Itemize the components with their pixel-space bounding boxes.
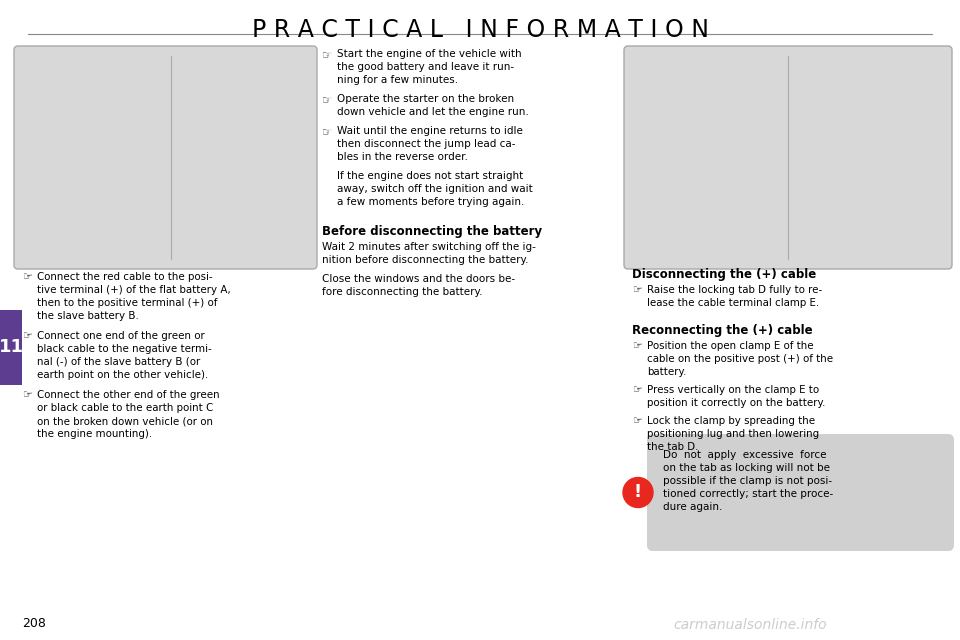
Text: Disconnecting the (+) cable: Disconnecting the (+) cable — [632, 268, 816, 281]
Text: Raise the locking tab D fully to re-: Raise the locking tab D fully to re- — [647, 285, 823, 295]
Text: dure again.: dure again. — [663, 502, 722, 512]
Text: black cable to the negative termi-: black cable to the negative termi- — [37, 344, 212, 354]
FancyBboxPatch shape — [14, 46, 317, 269]
FancyBboxPatch shape — [0, 310, 22, 385]
Text: the tab D.: the tab D. — [647, 442, 698, 452]
Text: Do  not  apply  excessive  force: Do not apply excessive force — [663, 450, 827, 460]
Text: bles in the reverse order.: bles in the reverse order. — [337, 152, 468, 162]
Text: on the broken down vehicle (or on: on the broken down vehicle (or on — [37, 416, 213, 426]
Text: ☞: ☞ — [632, 341, 642, 351]
Text: the slave battery B.: the slave battery B. — [37, 311, 139, 321]
Text: the good battery and leave it run-: the good battery and leave it run- — [337, 62, 515, 72]
Text: down vehicle and let the engine run.: down vehicle and let the engine run. — [337, 107, 529, 117]
Text: ☞: ☞ — [322, 94, 332, 107]
Text: possible if the clamp is not posi-: possible if the clamp is not posi- — [663, 476, 832, 486]
Text: nal (-) of the slave battery B (or: nal (-) of the slave battery B (or — [37, 357, 201, 367]
Text: Press vertically on the clamp E to: Press vertically on the clamp E to — [647, 385, 819, 395]
Text: earth point on the other vehicle).: earth point on the other vehicle). — [37, 370, 208, 380]
Text: ☞: ☞ — [632, 285, 642, 295]
Text: tioned correctly; start the proce-: tioned correctly; start the proce- — [663, 489, 833, 499]
Text: then to the positive terminal (+) of: then to the positive terminal (+) of — [37, 298, 217, 308]
Text: ☞: ☞ — [322, 49, 332, 62]
Text: Position the open clamp E of the: Position the open clamp E of the — [647, 341, 814, 351]
Text: positioning lug and then lowering: positioning lug and then lowering — [647, 429, 819, 439]
FancyBboxPatch shape — [647, 434, 954, 551]
Text: ☞: ☞ — [632, 416, 642, 426]
Text: carmanualsonline.info: carmanualsonline.info — [673, 618, 827, 632]
FancyBboxPatch shape — [624, 46, 952, 269]
Text: Connect the other end of the green: Connect the other end of the green — [37, 390, 220, 400]
Text: !: ! — [634, 483, 642, 501]
Text: ning for a few minutes.: ning for a few minutes. — [337, 75, 458, 85]
Text: Connect the red cable to the posi-: Connect the red cable to the posi- — [37, 272, 212, 282]
Text: Connect one end of the green or: Connect one end of the green or — [37, 331, 204, 341]
Text: lease the cable terminal clamp E.: lease the cable terminal clamp E. — [647, 298, 819, 308]
Text: nition before disconnecting the battery.: nition before disconnecting the battery. — [322, 255, 529, 265]
Text: Lock the clamp by spreading the: Lock the clamp by spreading the — [647, 416, 815, 426]
Circle shape — [623, 477, 653, 508]
Text: 208: 208 — [22, 617, 46, 630]
Text: ☞: ☞ — [322, 126, 332, 139]
Text: ☞: ☞ — [22, 390, 32, 400]
Text: Wait 2 minutes after switching off the ig-: Wait 2 minutes after switching off the i… — [322, 242, 536, 252]
Text: a few moments before trying again.: a few moments before trying again. — [337, 197, 524, 207]
Text: then disconnect the jump lead ca-: then disconnect the jump lead ca- — [337, 139, 516, 149]
Text: ☞: ☞ — [22, 331, 32, 341]
Text: Reconnecting the (+) cable: Reconnecting the (+) cable — [632, 324, 812, 337]
Text: Before disconnecting the battery: Before disconnecting the battery — [322, 225, 542, 238]
Text: tive terminal (+) of the flat battery A,: tive terminal (+) of the flat battery A, — [37, 285, 230, 295]
Text: fore disconnecting the battery.: fore disconnecting the battery. — [322, 287, 483, 297]
Text: or black cable to the earth point C: or black cable to the earth point C — [37, 403, 213, 413]
Text: Operate the starter on the broken: Operate the starter on the broken — [337, 94, 515, 104]
Text: ☞: ☞ — [22, 272, 32, 282]
Text: the engine mounting).: the engine mounting). — [37, 429, 152, 439]
Text: away, switch off the ignition and wait: away, switch off the ignition and wait — [337, 184, 533, 194]
Text: position it correctly on the battery.: position it correctly on the battery. — [647, 398, 826, 408]
Text: on the tab as locking will not be: on the tab as locking will not be — [663, 463, 830, 473]
Text: ☞: ☞ — [632, 385, 642, 395]
Text: cable on the positive post (+) of the: cable on the positive post (+) of the — [647, 354, 833, 364]
Text: battery.: battery. — [647, 367, 686, 377]
Text: If the engine does not start straight: If the engine does not start straight — [337, 171, 523, 181]
Text: Start the engine of the vehicle with: Start the engine of the vehicle with — [337, 49, 521, 59]
Text: Wait until the engine returns to idle: Wait until the engine returns to idle — [337, 126, 523, 136]
Text: Close the windows and the doors be-: Close the windows and the doors be- — [322, 274, 516, 284]
Text: 11: 11 — [0, 339, 23, 356]
Text: P R A C T I C A L   I N F O R M A T I O N: P R A C T I C A L I N F O R M A T I O N — [252, 18, 708, 42]
